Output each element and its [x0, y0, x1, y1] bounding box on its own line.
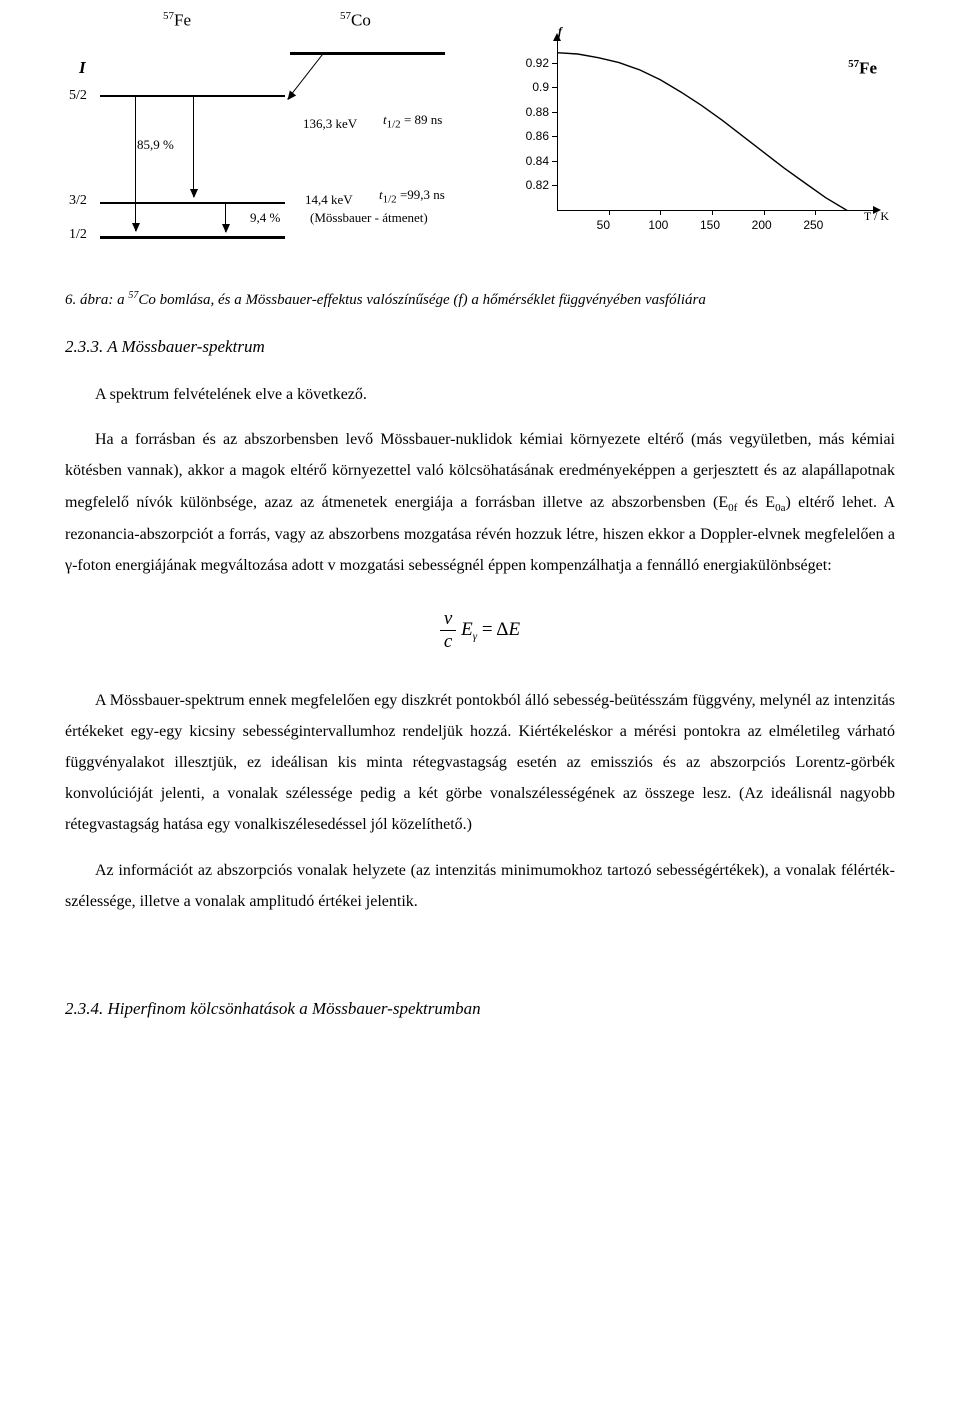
y-tick-label: 0.84 — [526, 154, 549, 168]
e-1363-label: 136,3 keV — [303, 116, 357, 132]
y-tick — [552, 136, 557, 137]
y-tick — [552, 185, 557, 186]
section-233-heading: 2.3.3. A Mössbauer-spektrum — [65, 337, 895, 357]
level-ground-line — [100, 236, 285, 239]
paragraph-spectrum: A Mössbauer-spektrum ennek megfelelően e… — [65, 685, 895, 841]
e-144-label: 14,4 keV — [305, 192, 353, 208]
spin-52-label: 5/2 — [69, 88, 87, 104]
figure-caption: 6. ábra: a 57Co bomlása, és a Mössbauer-… — [65, 290, 895, 309]
arrow-144kev — [225, 204, 226, 232]
spin-32-label: 3/2 — [69, 193, 87, 209]
y-tick-label: 0.86 — [526, 129, 549, 143]
x-tick-label: 150 — [700, 218, 720, 232]
y-tick — [552, 161, 557, 162]
y-tick — [552, 63, 557, 64]
paragraph-info: Az információt az abszorpciós vonalak he… — [65, 855, 895, 917]
x-tick-label: 50 — [597, 218, 610, 232]
isotope-co-label: 57Co — [340, 10, 371, 31]
y-tick-label: 0.82 — [526, 178, 549, 192]
ec-arrow — [287, 53, 323, 99]
y-tick-label: 0.92 — [526, 56, 549, 70]
mossbauer-transition-label: (Mössbauer - átmenet) — [310, 210, 428, 226]
x-tick — [609, 210, 610, 215]
page: 57Fe 57Co I 5/2 3/2 1/2 — [0, 0, 960, 1081]
level-32-line — [100, 202, 285, 204]
f-vs-t-chart: f 57Fe T / K 0.820.840.860.880.90.92 501… — [495, 28, 895, 248]
x-axis-line — [557, 210, 875, 211]
y-tick-label: 0.88 — [526, 105, 549, 119]
thalf-2-label: t1/2 =99,3 ns — [379, 187, 445, 206]
x-tick-label: 200 — [752, 218, 772, 232]
isotope-fe-label: 57Fe — [163, 10, 191, 31]
section-234-heading: 2.3.4. Hiperfinom kölcsönhatások a Mössb… — [65, 999, 895, 1019]
branch-94-label: 9,4 % — [250, 210, 280, 226]
x-tick-label: 100 — [648, 218, 668, 232]
x-tick-label: 250 — [803, 218, 823, 232]
x-tick — [712, 210, 713, 215]
doppler-formula: v c Eγ = ΔE — [65, 608, 895, 653]
figure-row: 57Fe 57Co I 5/2 3/2 1/2 — [65, 20, 895, 260]
paragraph-intro: A spektrum felvételének elve a következő… — [65, 379, 895, 410]
y-tick-label: 0.9 — [532, 80, 549, 94]
co-level — [290, 52, 445, 55]
branch-859-label: 85,9 % — [137, 137, 174, 153]
decay-diagram: 57Fe 57Co I 5/2 3/2 1/2 — [65, 20, 485, 260]
x-tick — [815, 210, 816, 215]
spin-12-label: 1/2 — [69, 227, 87, 243]
arrow-1363kev — [135, 97, 136, 231]
spin-column-label: I — [79, 58, 86, 78]
curve-svg — [557, 38, 867, 210]
x-tick — [764, 210, 765, 215]
arrow-859pct — [193, 97, 194, 197]
y-tick — [552, 87, 557, 88]
y-tick — [552, 112, 557, 113]
thalf-1-label: t1/2 = 89 ns — [383, 112, 442, 131]
x-axis-arrow-icon — [873, 206, 881, 214]
x-tick — [660, 210, 661, 215]
paragraph-resonance: Ha a forrásban és az abszorbensben levő … — [65, 424, 895, 581]
